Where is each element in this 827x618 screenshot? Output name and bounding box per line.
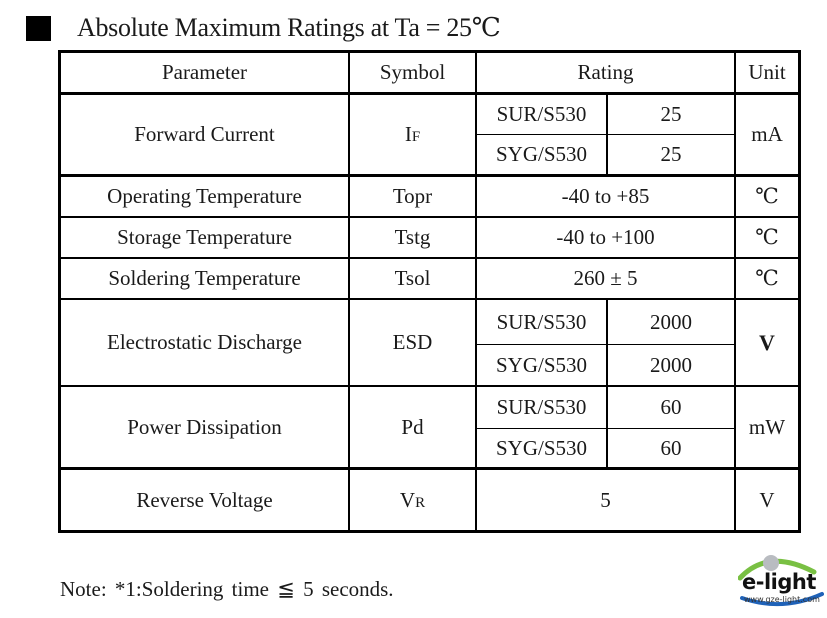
logo-wordmark: e-light — [742, 570, 816, 594]
table-row: Soldering Temperature Tsol 260 ± 5 ℃ — [58, 258, 801, 299]
table-row: Operating Temperature Topr -40 to +85 ℃ — [58, 175, 801, 217]
cell-parameter: Power Dissipation — [58, 386, 349, 468]
unit-value: V — [759, 329, 775, 355]
logo-url: www.gze-light.com — [744, 595, 820, 604]
header-symbol: Symbol — [349, 50, 476, 93]
logo-blue-swoosh — [740, 592, 824, 607]
cell-unit: ℃ — [735, 258, 801, 299]
cell-model: SYG/S530 — [476, 344, 607, 386]
cell-symbol: ESD — [349, 299, 476, 386]
logo-grey-dot — [763, 555, 779, 571]
cell-rating: 260 ± 5 — [476, 258, 735, 299]
cell-symbol: VR — [349, 468, 476, 533]
cell-unit: V — [735, 299, 801, 386]
cell-parameter: Operating Temperature — [58, 175, 349, 217]
square-bullet-icon — [26, 15, 51, 41]
symbol-subscript: R — [415, 494, 426, 511]
cell-symbol: Pd — [349, 386, 476, 468]
cell-symbol: Tstg — [349, 217, 476, 258]
table-row: Reverse Voltage VR 5 V — [58, 468, 801, 533]
cell-rating: 2000 — [607, 299, 735, 344]
cell-model: SUR/S530 — [476, 386, 607, 428]
cell-rating: 25 — [607, 93, 735, 134]
header-unit: Unit — [735, 50, 801, 93]
cell-symbol: IF — [349, 93, 476, 175]
header-rating: Rating — [476, 50, 735, 93]
cell-parameter: Soldering Temperature — [58, 258, 349, 299]
table-row: SYG/S530 2000 — [58, 344, 801, 386]
cell-parameter: Forward Current — [58, 93, 349, 175]
table-row: SYG/S530 25 — [58, 134, 801, 175]
cell-rating: -40 to +100 — [476, 217, 735, 258]
header-parameter: Parameter — [58, 50, 349, 93]
cell-symbol: Topr — [349, 175, 476, 217]
company-logo: e-light www.gze-light.com — [737, 552, 824, 612]
symbol-subscript: F — [411, 129, 421, 145]
section-heading: Absolute Maximum Ratings at Ta = 25℃ — [26, 10, 501, 46]
cell-unit: V — [735, 468, 801, 533]
table-header-row: Parameter Symbol Rating Unit — [58, 50, 801, 93]
cell-parameter: Reverse Voltage — [58, 468, 349, 533]
cell-unit: ℃ — [735, 175, 801, 217]
cell-rating: 60 — [607, 386, 735, 428]
symbol-main: V — [399, 487, 416, 512]
logo-graphic — [737, 555, 824, 607]
table-row: Power Dissipation Pd SUR/S530 60 mW — [58, 386, 801, 468]
symbol-main: I — [404, 122, 412, 146]
cell-rating: 2000 — [607, 344, 735, 386]
cell-model: SUR/S530 — [476, 93, 607, 134]
ratings-table: Parameter Symbol Rating Unit Forward Cur… — [58, 50, 801, 533]
table-row: Storage Temperature Tstg -40 to +100 ℃ — [58, 217, 801, 258]
cell-model: SYG/S530 — [476, 134, 607, 175]
table-row: Forward Current IF SUR/S530 25 mA — [58, 93, 801, 175]
page-title: Absolute Maximum Ratings at Ta = 25℃ — [77, 13, 501, 42]
cell-rating: 5 — [476, 468, 735, 533]
cell-model: SUR/S530 — [476, 299, 607, 344]
cell-parameter: Storage Temperature — [58, 217, 349, 258]
table-row: SYG/S530 60 — [58, 428, 801, 468]
cell-model: SYG/S530 — [476, 428, 607, 468]
cell-unit: ℃ — [735, 217, 801, 258]
table-row: Electrostatic Discharge ESD SUR/S530 200… — [58, 299, 801, 386]
cell-rating: 25 — [607, 134, 735, 175]
cell-parameter: Electrostatic Discharge — [58, 299, 349, 386]
cell-symbol: Tsol — [349, 258, 476, 299]
cell-rating: 60 — [607, 428, 735, 468]
cell-unit: mA — [735, 93, 801, 175]
cell-unit: mW — [735, 386, 801, 468]
footnote: Note: *1:Soldering time ≦ 5 seconds. — [60, 577, 394, 601]
cell-rating: -40 to +85 — [476, 175, 735, 217]
